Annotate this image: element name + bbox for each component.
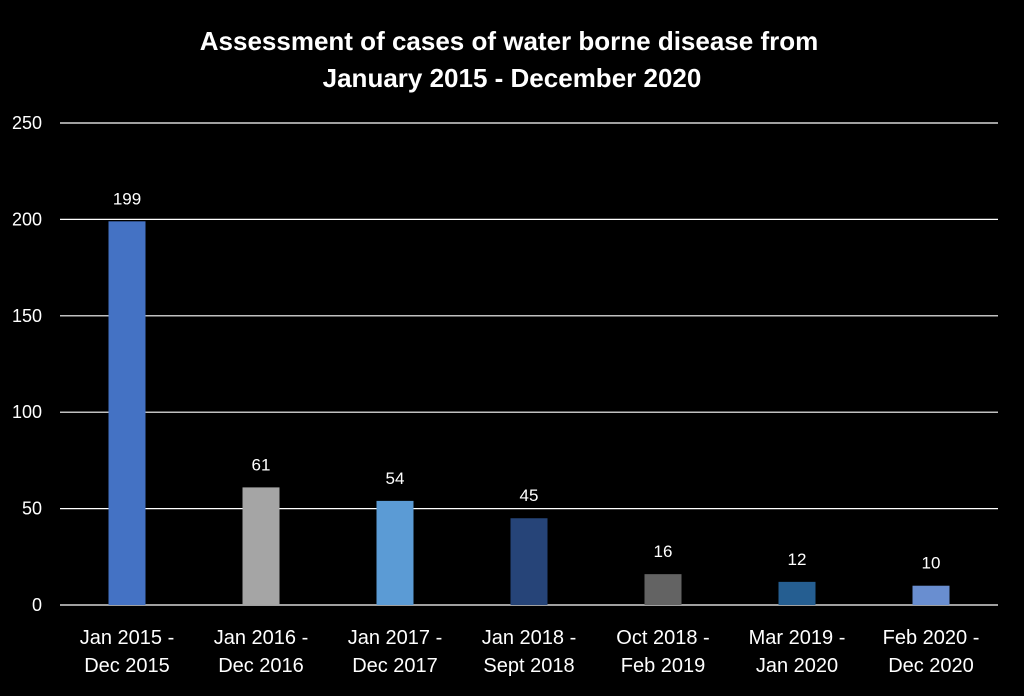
- x-category-label: Feb 2020 -: [883, 627, 980, 649]
- x-category-label: Dec 2017: [352, 655, 438, 677]
- bar: [510, 518, 548, 605]
- data-label: 16: [654, 542, 673, 561]
- bar: [644, 574, 682, 605]
- y-axis-ticks: 0 50 100 150 200 250: [12, 113, 42, 615]
- bar: [108, 221, 146, 605]
- bar: [242, 487, 280, 605]
- data-labels: 199 61 54 45 16 12 10: [113, 189, 941, 572]
- x-category-label: Sept 2018: [483, 655, 574, 677]
- bars: [108, 221, 950, 605]
- data-label: 45: [520, 486, 539, 505]
- x-category-label: Jan 2017 -: [348, 627, 443, 649]
- x-category-label: Mar 2019 -: [749, 627, 846, 649]
- chart-title-line-2: January 2015 - December 2020: [323, 63, 702, 93]
- y-tick-label: 250: [12, 113, 42, 133]
- data-label: 12: [788, 550, 807, 569]
- data-label: 199: [113, 189, 141, 208]
- data-label: 10: [922, 554, 941, 573]
- y-tick-label: 150: [12, 306, 42, 326]
- x-category-label: Dec 2015: [84, 655, 170, 677]
- x-axis-categories: Jan 2015 - Dec 2015 Jan 2016 - Dec 2016 Jan …: [80, 627, 980, 677]
- bar: [376, 500, 414, 605]
- data-label: 54: [386, 469, 405, 488]
- x-category-label: Jan 2018 -: [482, 627, 577, 649]
- x-category-label: Jan 2015 -: [80, 627, 175, 649]
- x-category-label: Dec 2016: [218, 655, 304, 677]
- x-category-label: Jan 2016 -: [214, 627, 309, 649]
- x-category-label: Jan 2020: [756, 655, 838, 677]
- gridlines: [60, 122, 998, 606]
- x-category-label: Feb 2019: [621, 655, 706, 677]
- bar: [778, 581, 816, 605]
- y-tick-label: 0: [32, 595, 42, 615]
- chart-title: Assessment of cases of water borne disea…: [200, 26, 818, 93]
- y-tick-label: 50: [22, 499, 42, 519]
- x-category-label: Oct 2018 -: [616, 627, 709, 649]
- y-tick-label: 200: [12, 209, 42, 229]
- bar: [912, 585, 950, 605]
- chart-title-line-1: Assessment of cases of water borne disea…: [200, 26, 818, 56]
- y-tick-label: 100: [12, 402, 42, 422]
- data-label: 61: [252, 455, 271, 474]
- x-category-label: Dec 2020: [888, 655, 974, 677]
